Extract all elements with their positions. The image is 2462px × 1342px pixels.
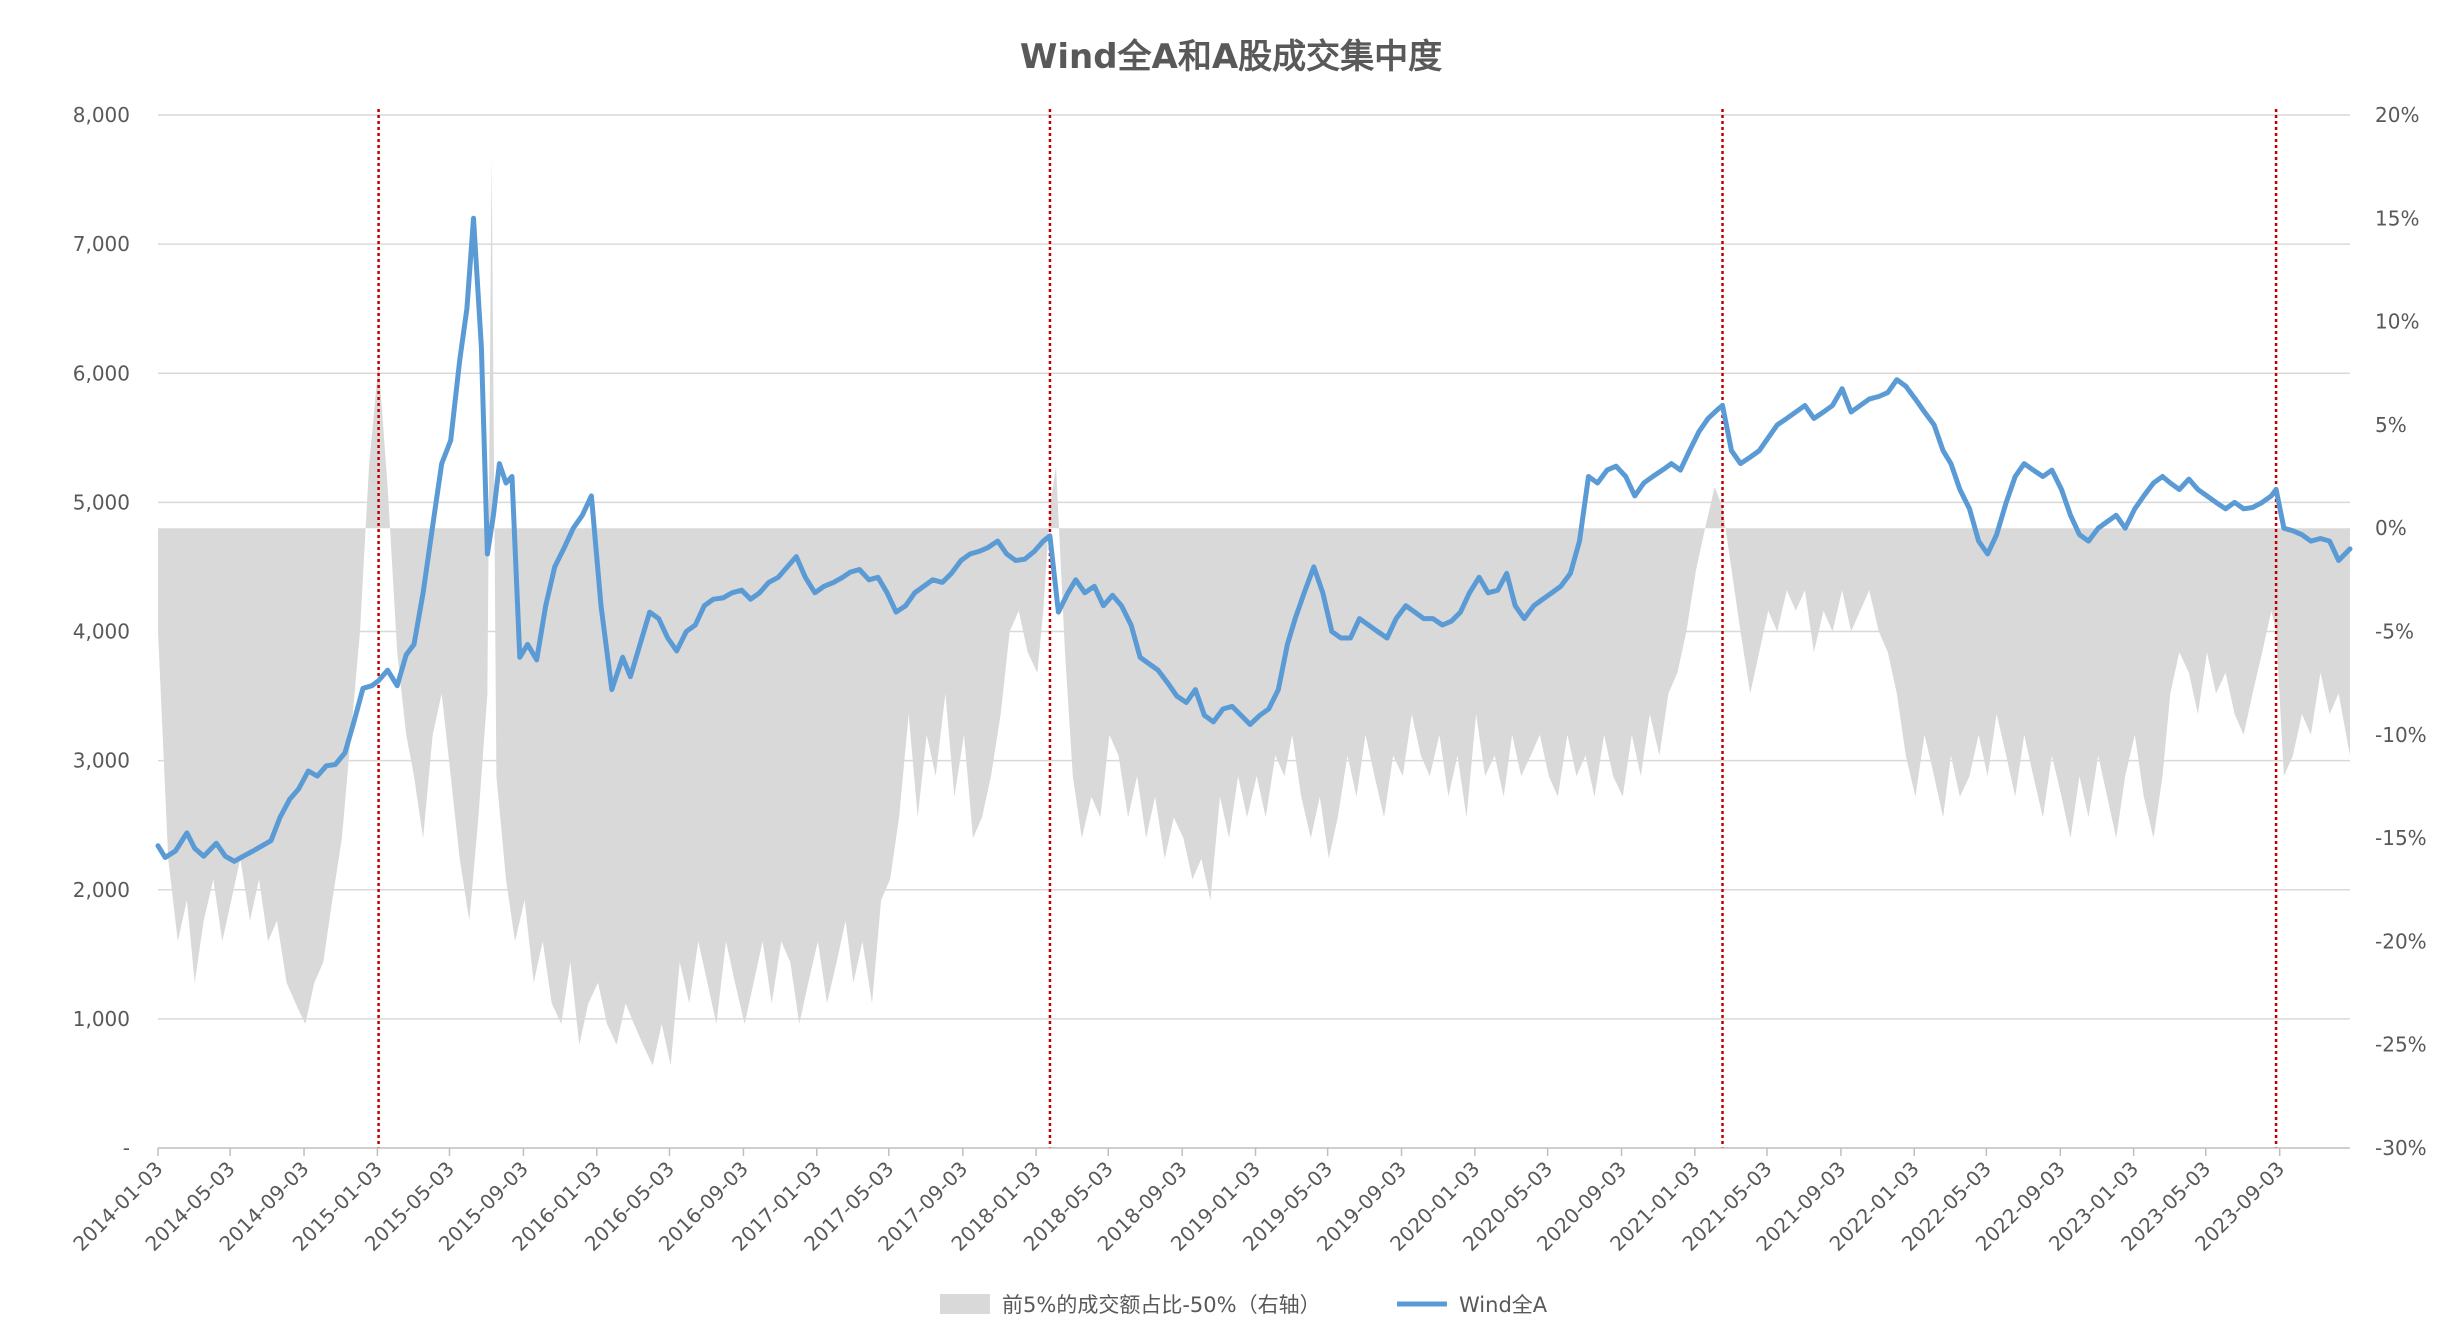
area-series-path xyxy=(158,156,2350,1066)
y-right-tick-label: -20% xyxy=(2375,929,2427,953)
line-series-path xyxy=(155,215,2353,864)
y-left-tick-label: 5,000 xyxy=(73,490,130,514)
y-right-tick-label: -10% xyxy=(2375,723,2427,747)
legend-area-label: 前5%的成交额占比-50%（右轴） xyxy=(1002,1293,1321,1317)
y-left-tick-label: 6,000 xyxy=(73,361,130,385)
y-right-tick-label: 20% xyxy=(2375,103,2419,127)
y-right-tick-label: -15% xyxy=(2375,826,2427,850)
y-right-tick-label: -30% xyxy=(2375,1136,2427,1160)
y-right-tick-label: 15% xyxy=(2375,206,2419,230)
y-left-tick-label: 4,000 xyxy=(73,620,130,644)
y-right-tick-label: 0% xyxy=(2375,516,2407,540)
y-left-tick-label: 3,000 xyxy=(73,749,130,773)
y-right-tick-label: 10% xyxy=(2375,310,2419,334)
y-right-tick-label: -5% xyxy=(2375,620,2414,644)
y-left-tick-label: 2,000 xyxy=(73,878,130,902)
y-right-tick-label: 5% xyxy=(2375,413,2407,437)
legend: 前5%的成交额占比-50%（右轴） Wind全A xyxy=(940,1293,1548,1317)
y-right-tick-label: -25% xyxy=(2375,1033,2427,1057)
y-left-tick-label: 7,000 xyxy=(73,232,130,256)
line-series xyxy=(155,215,2353,864)
chart-title: Wind全A和A股成交集中度 xyxy=(1020,37,1442,77)
legend-area-swatch xyxy=(940,1294,990,1314)
area-series xyxy=(158,156,2350,1066)
y-left-tick-label: 8,000 xyxy=(73,103,130,127)
y-left-tick-label: - xyxy=(123,1136,130,1160)
marker-lines xyxy=(377,109,2278,1148)
y-left-tick-label: 1,000 xyxy=(73,1007,130,1031)
legend-line-label: Wind全A xyxy=(1459,1293,1548,1317)
